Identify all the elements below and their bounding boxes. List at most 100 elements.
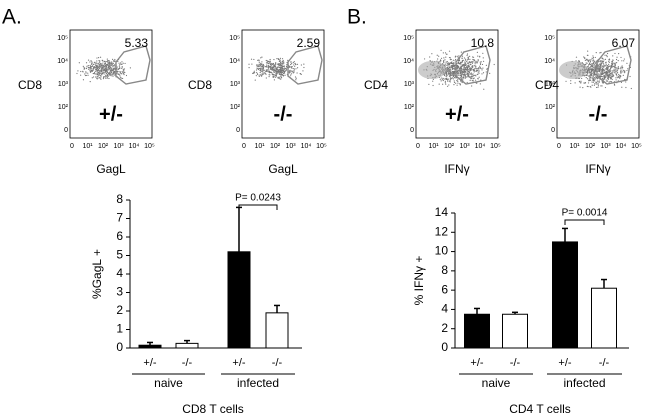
cell-dot	[605, 79, 607, 81]
gate	[596, 45, 632, 85]
cell-dot	[471, 85, 473, 87]
cell-dot	[587, 69, 589, 71]
cell-dot	[290, 66, 292, 68]
cell-dot	[290, 61, 292, 63]
cell-dot	[587, 50, 589, 52]
cell-dot	[110, 73, 112, 75]
cell-dot	[98, 67, 100, 69]
cell-dot	[612, 70, 614, 72]
cell-dot	[578, 80, 581, 82]
y-axis-label: % IFNγ +	[412, 256, 426, 306]
cell-dot	[613, 66, 616, 68]
cell-dot	[607, 70, 609, 72]
cell-dot	[104, 66, 107, 68]
cell-dot	[456, 84, 458, 86]
cell-dot	[111, 69, 113, 71]
cell-dot	[283, 72, 286, 74]
cell-dot	[89, 61, 91, 63]
cell-dot	[108, 68, 110, 70]
cell-dot	[461, 61, 464, 63]
cell-dot	[456, 68, 458, 70]
cell-dot	[112, 67, 114, 69]
cell-dot	[105, 75, 107, 77]
cell-dot	[95, 70, 97, 72]
cell-dot	[617, 75, 619, 78]
x-tick-label: +/-	[558, 357, 571, 369]
cell-dot	[466, 68, 468, 71]
cell-dot	[95, 68, 97, 70]
cell-dot	[77, 70, 79, 72]
cell-dot	[256, 65, 258, 67]
cell-dot	[260, 70, 262, 73]
cell-dot	[457, 56, 459, 58]
cell-dot	[118, 62, 120, 64]
cell-dot	[101, 72, 104, 74]
cell-dot	[104, 63, 106, 65]
cell-dot	[85, 74, 87, 77]
y-tick-label: 0	[64, 127, 68, 134]
cell-dot	[449, 81, 451, 83]
cell-dot	[98, 65, 101, 68]
cell-dot	[449, 76, 451, 78]
cell-dot	[428, 83, 430, 85]
cell-dot	[83, 68, 85, 70]
cell-dot	[123, 70, 125, 72]
cell-dot	[262, 71, 264, 73]
cell-dot	[589, 69, 591, 71]
y-axis-label: CD8	[188, 78, 212, 92]
cell-dot	[459, 74, 461, 77]
cell-dot	[100, 62, 102, 65]
cell-dot	[464, 63, 467, 65]
cell-dot	[473, 70, 476, 72]
cell-dot	[293, 60, 295, 63]
cell-dot	[111, 62, 114, 64]
cell-dot	[291, 70, 294, 72]
x-axis-label: GagL	[96, 162, 126, 176]
cell-dot	[103, 75, 105, 78]
cell-dot	[459, 73, 461, 75]
group-label: naive	[482, 376, 511, 390]
cell-dot	[605, 63, 607, 65]
cell-dot	[478, 70, 480, 72]
y-tick-label: 8	[116, 192, 123, 206]
cell-dot	[595, 63, 597, 65]
cell-dot	[485, 64, 487, 66]
cell-dot	[469, 55, 471, 57]
cell-dot	[299, 73, 302, 75]
cell-dot	[293, 69, 295, 72]
cell-dot	[622, 67, 624, 69]
cell-dot	[96, 78, 98, 80]
cell-dot	[605, 62, 607, 64]
x-tick-label: +/-	[470, 357, 483, 369]
cell-dot	[106, 67, 108, 69]
cell-dot	[587, 72, 589, 74]
cell-dot	[102, 66, 104, 68]
cell-dot	[477, 55, 479, 57]
cell-dot	[462, 73, 464, 76]
cell-dot	[482, 52, 484, 54]
x-tick-label: 10²	[585, 143, 596, 150]
cell-dot	[129, 67, 131, 69]
cell-dot	[588, 69, 590, 72]
cell-dot	[597, 85, 600, 87]
cell-dot	[117, 73, 119, 75]
cell-dot	[608, 63, 610, 66]
cell-dot	[108, 72, 111, 74]
cell-dot	[118, 70, 120, 73]
cell-dot	[89, 69, 91, 71]
cell-dot	[97, 75, 100, 77]
cell-dot	[467, 74, 469, 76]
cell-dot	[611, 72, 613, 74]
cell-dot	[599, 52, 601, 54]
cell-dot	[468, 71, 470, 74]
cell-dot	[296, 67, 299, 69]
cell-dot	[617, 59, 619, 62]
cell-dot	[445, 69, 448, 71]
cell-dot	[97, 63, 99, 65]
cell-dot	[593, 73, 595, 75]
cell-dot	[283, 68, 285, 70]
cell-dot	[616, 56, 618, 58]
cell-dot	[466, 54, 468, 56]
cell-dot	[254, 79, 256, 81]
cell-dot	[449, 79, 452, 81]
